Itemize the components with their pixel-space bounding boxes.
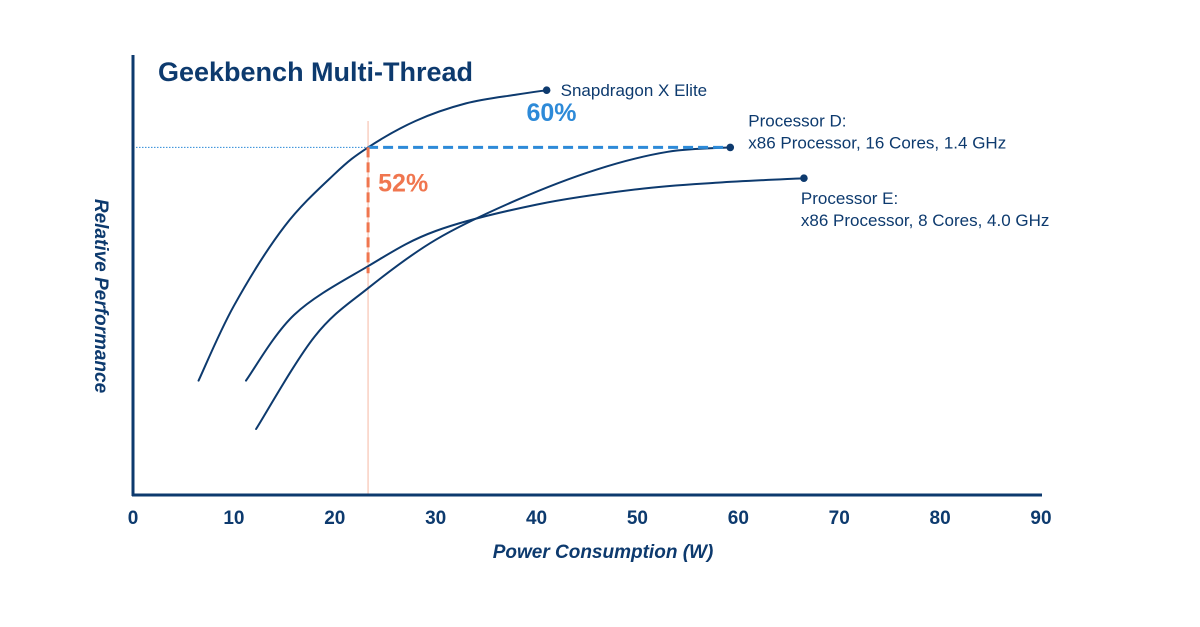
series-line	[255, 146, 732, 430]
x-tick-label: 0	[128, 508, 139, 529]
x-tick-label: 30	[425, 508, 446, 529]
series-label: x86 Processor, 8 Cores, 4.0 GHz	[801, 211, 1050, 230]
x-tick-label: 20	[324, 508, 345, 529]
series-label: Processor E:	[801, 189, 898, 208]
chart-title: Geekbench Multi-Thread	[158, 57, 473, 87]
series-end-point	[726, 143, 735, 152]
x-tick-label: 10	[223, 508, 244, 529]
x-tick-label: 90	[1030, 508, 1051, 529]
series-label: Snapdragon X Elite	[561, 81, 708, 100]
series-line	[244, 177, 805, 382]
series-line	[197, 89, 548, 382]
x-tick-label: 70	[829, 508, 850, 529]
x-tick-label: 80	[930, 508, 951, 529]
percentage-annotation: 60%	[526, 99, 576, 127]
percentage-annotation: 52%	[378, 169, 428, 197]
y-axis-label: Relative Performance	[90, 199, 111, 394]
x-tick-label: 50	[627, 508, 648, 529]
x-tick-label: 40	[526, 508, 547, 529]
series-label: x86 Processor, 16 Cores, 1.4 GHz	[748, 133, 1006, 152]
x-tick-label: 60	[728, 508, 749, 529]
series-end-point	[542, 86, 551, 94]
series-label: Processor D:	[748, 111, 846, 130]
x-axis-label: Power Consumption (W)	[493, 542, 714, 563]
series-end-point	[800, 174, 808, 182]
